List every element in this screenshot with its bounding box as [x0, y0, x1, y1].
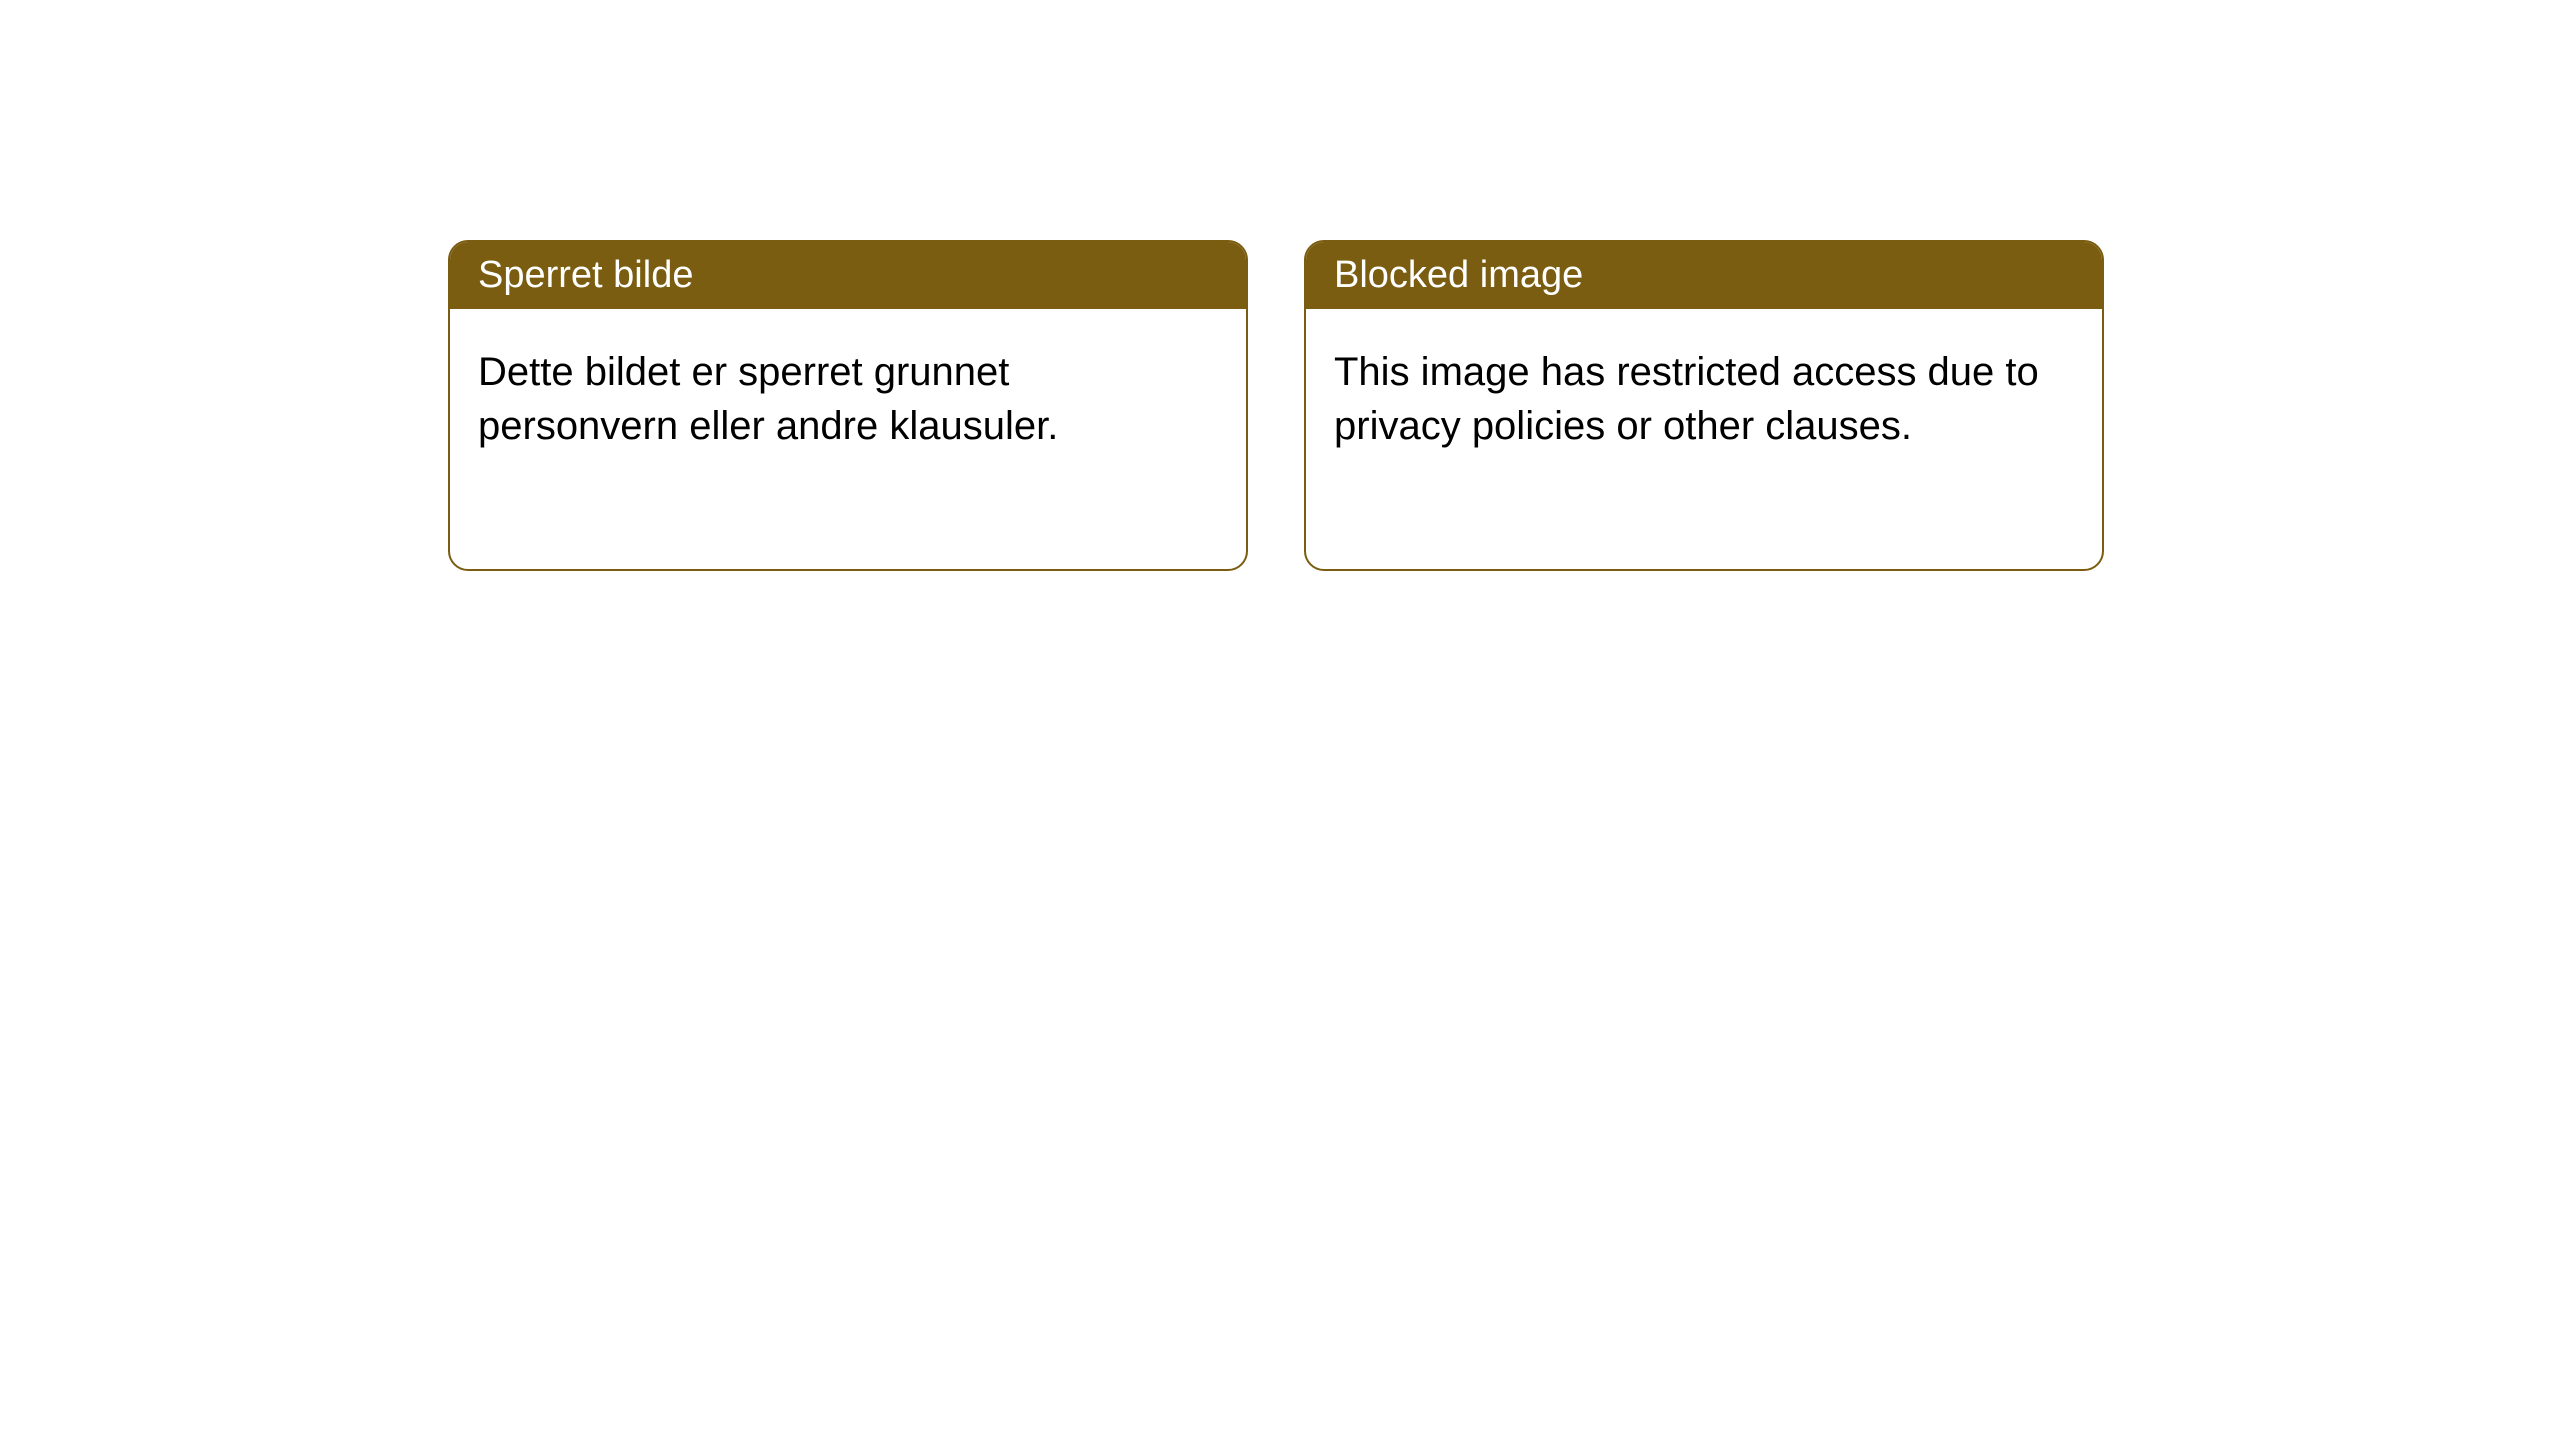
notice-body: This image has restricted access due to … — [1306, 309, 2102, 569]
notice-header: Sperret bilde — [450, 242, 1246, 309]
notice-container: Sperret bilde Dette bildet er sperret gr… — [448, 240, 2104, 571]
notice-body-text: This image has restricted access due to … — [1334, 350, 2039, 448]
notice-card-norwegian: Sperret bilde Dette bildet er sperret gr… — [448, 240, 1248, 571]
notice-header: Blocked image — [1306, 242, 2102, 309]
notice-title: Sperret bilde — [478, 254, 693, 296]
notice-card-english: Blocked image This image has restricted … — [1304, 240, 2104, 571]
notice-body: Dette bildet er sperret grunnet personve… — [450, 309, 1246, 569]
notice-body-text: Dette bildet er sperret grunnet personve… — [478, 350, 1058, 448]
notice-title: Blocked image — [1334, 254, 1583, 296]
